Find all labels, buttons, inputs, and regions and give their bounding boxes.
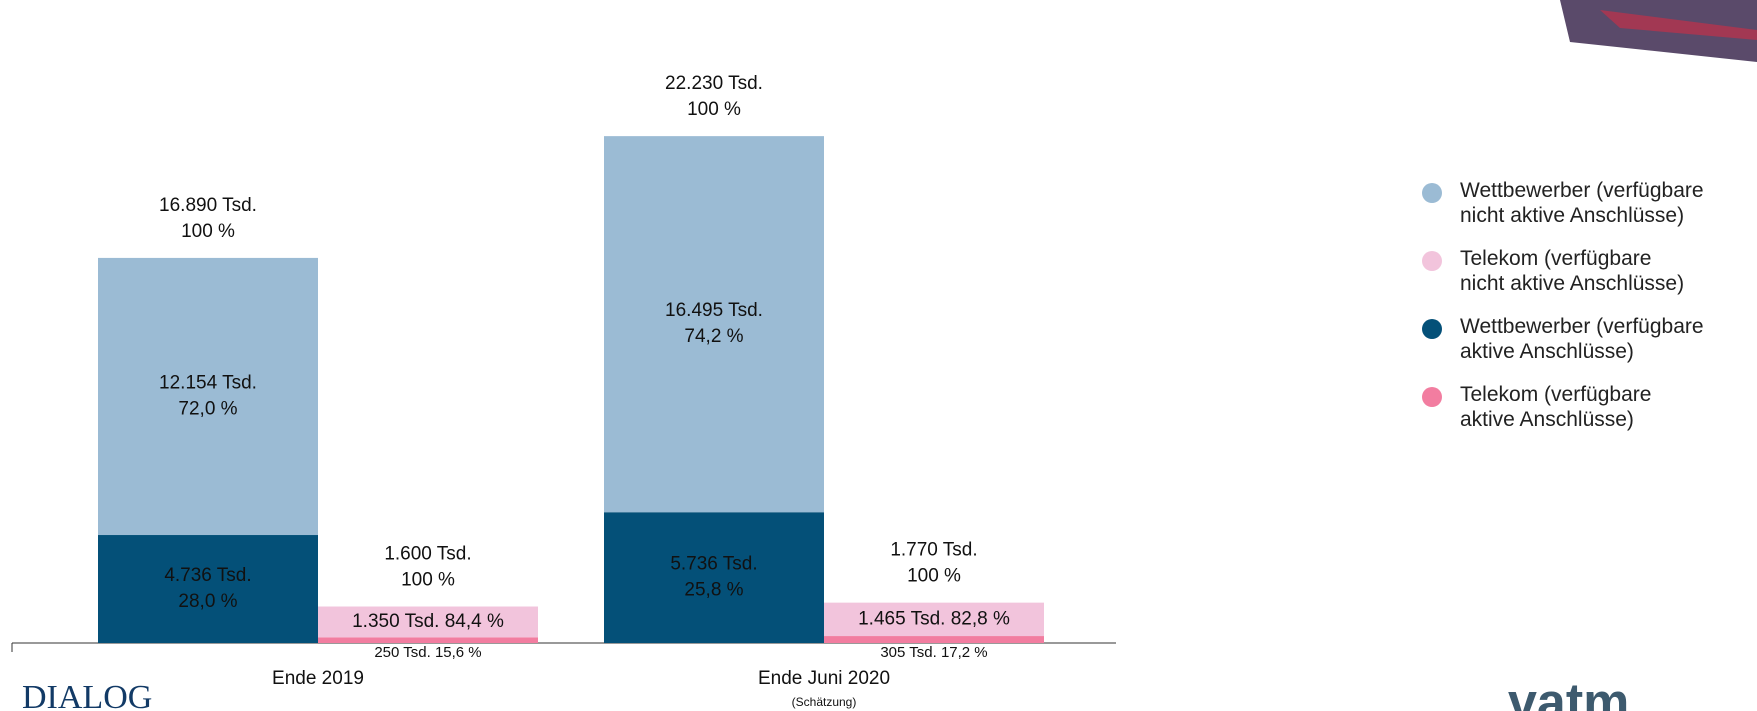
legend-swatch (1422, 319, 1442, 339)
share-label: 28,0 % (178, 591, 237, 612)
legend-label: Telekom (verfügbare aktive Anschlüsse) (1460, 383, 1651, 431)
logo-vatm: vatm (1508, 674, 1629, 711)
legend-label: Wettbewerber (verfügbare nicht aktive An… (1460, 179, 1704, 227)
share-label: 15,6 % (431, 644, 482, 661)
legend-swatch (1422, 251, 1442, 271)
share-label: 74,2 % (684, 326, 743, 347)
bar-segment (604, 512, 824, 643)
share-label: 82,8 % (945, 608, 1010, 629)
share-label: 17,2 % (937, 644, 988, 661)
legend: Wettbewerber (verfügbare nicht aktive An… (1422, 178, 1704, 450)
legend-label: Telekom (verfügbare nicht aktive Anschlü… (1460, 247, 1684, 295)
legend-swatch (1422, 183, 1442, 203)
legend-label: Wettbewerber (verfügbare aktive Anschlüs… (1460, 315, 1704, 363)
total-share-label: 100 % (907, 566, 961, 587)
x-tick-label: Ende Juni 2020 (758, 668, 890, 689)
total-share-label: 100 % (401, 570, 455, 591)
page: DIALOG vatm Ende 2019 4.736 Tsd. 28,0 % 12.… (0, 0, 1757, 711)
value-label: 250 Tsd. (374, 644, 430, 661)
total-label: 1.600 Tsd. (384, 544, 471, 565)
bar-segment (824, 636, 1044, 643)
value-label: 305 Tsd. (880, 644, 936, 661)
segment-label: 305 Tsd. 17,2 % (880, 644, 987, 661)
total-share-label: 100 % (687, 99, 741, 120)
value-label: 16.495 Tsd. (665, 300, 763, 321)
total-label: 1.770 Tsd. (890, 540, 977, 561)
segment-label: 250 Tsd. 15,6 % (374, 644, 481, 661)
legend-item: Wettbewerber (verfügbare aktive Anschlüs… (1422, 314, 1704, 364)
share-label: 72,0 % (178, 398, 237, 419)
total-share-label: 100 % (181, 221, 235, 242)
bar-segment (318, 637, 538, 643)
total-label: 22.230 Tsd. (665, 73, 763, 94)
value-label: 1.350 Tsd. (352, 611, 439, 632)
bar-segment (604, 136, 824, 512)
share-label: 25,8 % (684, 580, 743, 601)
value-label: 5.736 Tsd. (670, 554, 757, 575)
share-label: 84,4 % (439, 611, 504, 632)
x-tick-sublabel: (Schätzung) (792, 695, 857, 709)
legend-item: Telekom (verfügbare aktive Anschlüsse) (1422, 382, 1704, 432)
value-label: 12.154 Tsd. (159, 372, 257, 393)
legend-swatch (1422, 387, 1442, 407)
segment-label: 1.350 Tsd. 84,4 % (352, 611, 504, 632)
value-label: 1.465 Tsd. (858, 608, 945, 629)
bar-segment (98, 258, 318, 535)
segment-label: 1.465 Tsd. 82,8 % (858, 608, 1010, 629)
logo-dialog: DIALOG (22, 679, 152, 711)
x-tick-label: Ende 2019 (272, 668, 364, 689)
total-label: 16.890 Tsd. (159, 195, 257, 216)
legend-item: Telekom (verfügbare nicht aktive Anschlü… (1422, 246, 1704, 296)
legend-item: Wettbewerber (verfügbare nicht aktive An… (1422, 178, 1704, 228)
value-label: 4.736 Tsd. (164, 565, 251, 586)
bar-segment (98, 535, 318, 643)
